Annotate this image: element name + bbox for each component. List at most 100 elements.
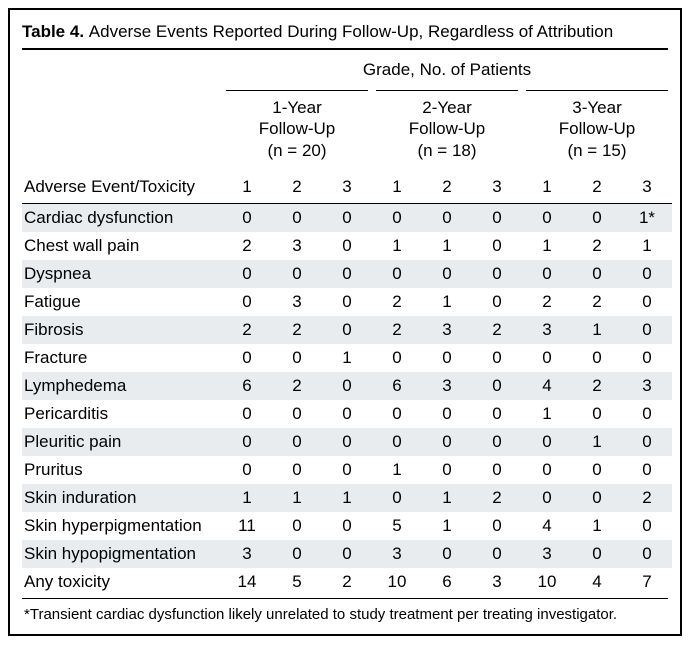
cell: 0: [622, 260, 672, 288]
cell: 0: [472, 400, 522, 428]
cell: 4: [522, 372, 572, 400]
cell: 0: [222, 428, 272, 456]
cell: 2: [272, 372, 322, 400]
table-row: Skin hyperpigmentation1100510410: [22, 512, 672, 540]
group-line: Follow-Up: [259, 119, 336, 138]
grade-col: 3: [472, 167, 522, 204]
cell: 0: [472, 203, 522, 232]
cell: 0: [272, 512, 322, 540]
group-line: (n = 18): [417, 141, 476, 160]
cell: 0: [322, 260, 372, 288]
cell: 1: [572, 428, 622, 456]
cell: 3: [522, 316, 572, 344]
cell: 0: [272, 428, 322, 456]
cell: 0: [272, 540, 322, 568]
row-label: Pleuritic pain: [22, 428, 222, 456]
cell: 6: [372, 372, 422, 400]
cell: 0: [472, 372, 522, 400]
cell: 3: [622, 372, 672, 400]
cell: 0: [322, 288, 372, 316]
cell: 2: [272, 316, 322, 344]
cell: 0: [522, 484, 572, 512]
group-empty: [22, 84, 222, 167]
table-row: Skin hypopigmentation300300300: [22, 540, 672, 568]
group-line: 1-Year: [272, 98, 321, 117]
cell: 0: [622, 456, 672, 484]
cell: 0: [622, 400, 672, 428]
column-label-row: Adverse Event/Toxicity 1 2 3 1 2 3 1 2 3: [22, 167, 672, 204]
cell: 0: [322, 540, 372, 568]
cell: 0: [522, 428, 572, 456]
cell: 0: [572, 260, 622, 288]
cell: 2: [222, 316, 272, 344]
cell: 5: [372, 512, 422, 540]
cell: 7: [622, 568, 672, 596]
cell: 0: [222, 344, 272, 372]
cell: 3: [472, 568, 522, 596]
cell: 0: [422, 540, 472, 568]
table-row: Lymphedema620630423: [22, 372, 672, 400]
table-container: Table 4. Adverse Events Reported During …: [8, 8, 682, 636]
cell: 4: [572, 568, 622, 596]
row-header-label: Adverse Event/Toxicity: [22, 167, 222, 204]
spanner-empty: [22, 50, 222, 84]
grade-col: 3: [322, 167, 372, 204]
table-row: Fatigue030210220: [22, 288, 672, 316]
row-label: Fatigue: [22, 288, 222, 316]
spanner-row: Grade, No. of Patients: [22, 50, 672, 84]
row-label: Skin induration: [22, 484, 222, 512]
cell: 0: [522, 344, 572, 372]
cell: 0: [372, 344, 422, 372]
cell: 0: [272, 456, 322, 484]
cell: 0: [572, 203, 622, 232]
grade-col: 2: [422, 167, 472, 204]
table-body: Cardiac dysfunction000000001*Chest wall …: [22, 203, 672, 596]
cell: 0: [522, 203, 572, 232]
group-rule: [376, 90, 518, 91]
row-label: Pruritus: [22, 456, 222, 484]
cell: 0: [422, 344, 472, 372]
group-rule: [526, 90, 668, 91]
row-label: Cardiac dysfunction: [22, 203, 222, 232]
cell: 0: [272, 400, 322, 428]
cell: 0: [522, 260, 572, 288]
cell: 0: [622, 288, 672, 316]
table-head: Grade, No. of Patients 1-Year Follow-Up …: [22, 50, 672, 203]
cell: 0: [422, 203, 472, 232]
grade-col: 1: [522, 167, 572, 204]
cell: 0: [622, 540, 672, 568]
row-label: Fracture: [22, 344, 222, 372]
row-label: Chest wall pain: [22, 232, 222, 260]
group-header-row: 1-Year Follow-Up (n = 20) 2-Year Follow-…: [22, 84, 672, 167]
cell: 0: [372, 260, 422, 288]
cell: 3: [372, 540, 422, 568]
cell: 0: [222, 400, 272, 428]
table-row: Pericarditis000000100: [22, 400, 672, 428]
cell: 0: [322, 428, 372, 456]
cell: 10: [372, 568, 422, 596]
cell: 0: [422, 400, 472, 428]
cell: 1: [422, 512, 472, 540]
grade-col: 1: [372, 167, 422, 204]
cell: 0: [422, 456, 472, 484]
cell: 0: [472, 456, 522, 484]
cell: 2: [372, 288, 422, 316]
cell: 2: [522, 288, 572, 316]
cell: 0: [472, 288, 522, 316]
cell: 0: [272, 203, 322, 232]
table-number: Table 4.: [22, 22, 84, 41]
cell: 11: [222, 512, 272, 540]
cell: 0: [572, 344, 622, 372]
cell: 0: [222, 203, 272, 232]
cell: 1: [222, 484, 272, 512]
cell: 0: [472, 344, 522, 372]
group-line: 2-Year: [422, 98, 471, 117]
table-row: Dyspnea000000000: [22, 260, 672, 288]
cell: 2: [222, 232, 272, 260]
cell: 0: [472, 428, 522, 456]
cell: 0: [322, 372, 372, 400]
cell: 0: [472, 232, 522, 260]
cell: 0: [522, 456, 572, 484]
cell: 1: [322, 344, 372, 372]
cell: 2: [472, 484, 522, 512]
